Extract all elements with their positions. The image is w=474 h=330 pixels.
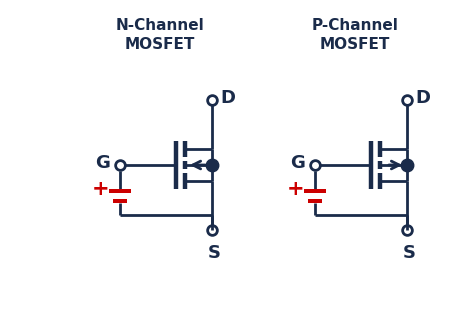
Text: D: D bbox=[220, 89, 235, 107]
Text: G: G bbox=[290, 154, 305, 172]
Text: S: S bbox=[208, 244, 220, 262]
Text: D: D bbox=[415, 89, 430, 107]
Text: S: S bbox=[402, 244, 416, 262]
Text: +: + bbox=[287, 179, 305, 199]
Text: N-Channel
MOSFET: N-Channel MOSFET bbox=[116, 18, 204, 51]
Text: +: + bbox=[92, 179, 110, 199]
Text: P-Channel
MOSFET: P-Channel MOSFET bbox=[311, 18, 399, 51]
Text: G: G bbox=[95, 154, 110, 172]
